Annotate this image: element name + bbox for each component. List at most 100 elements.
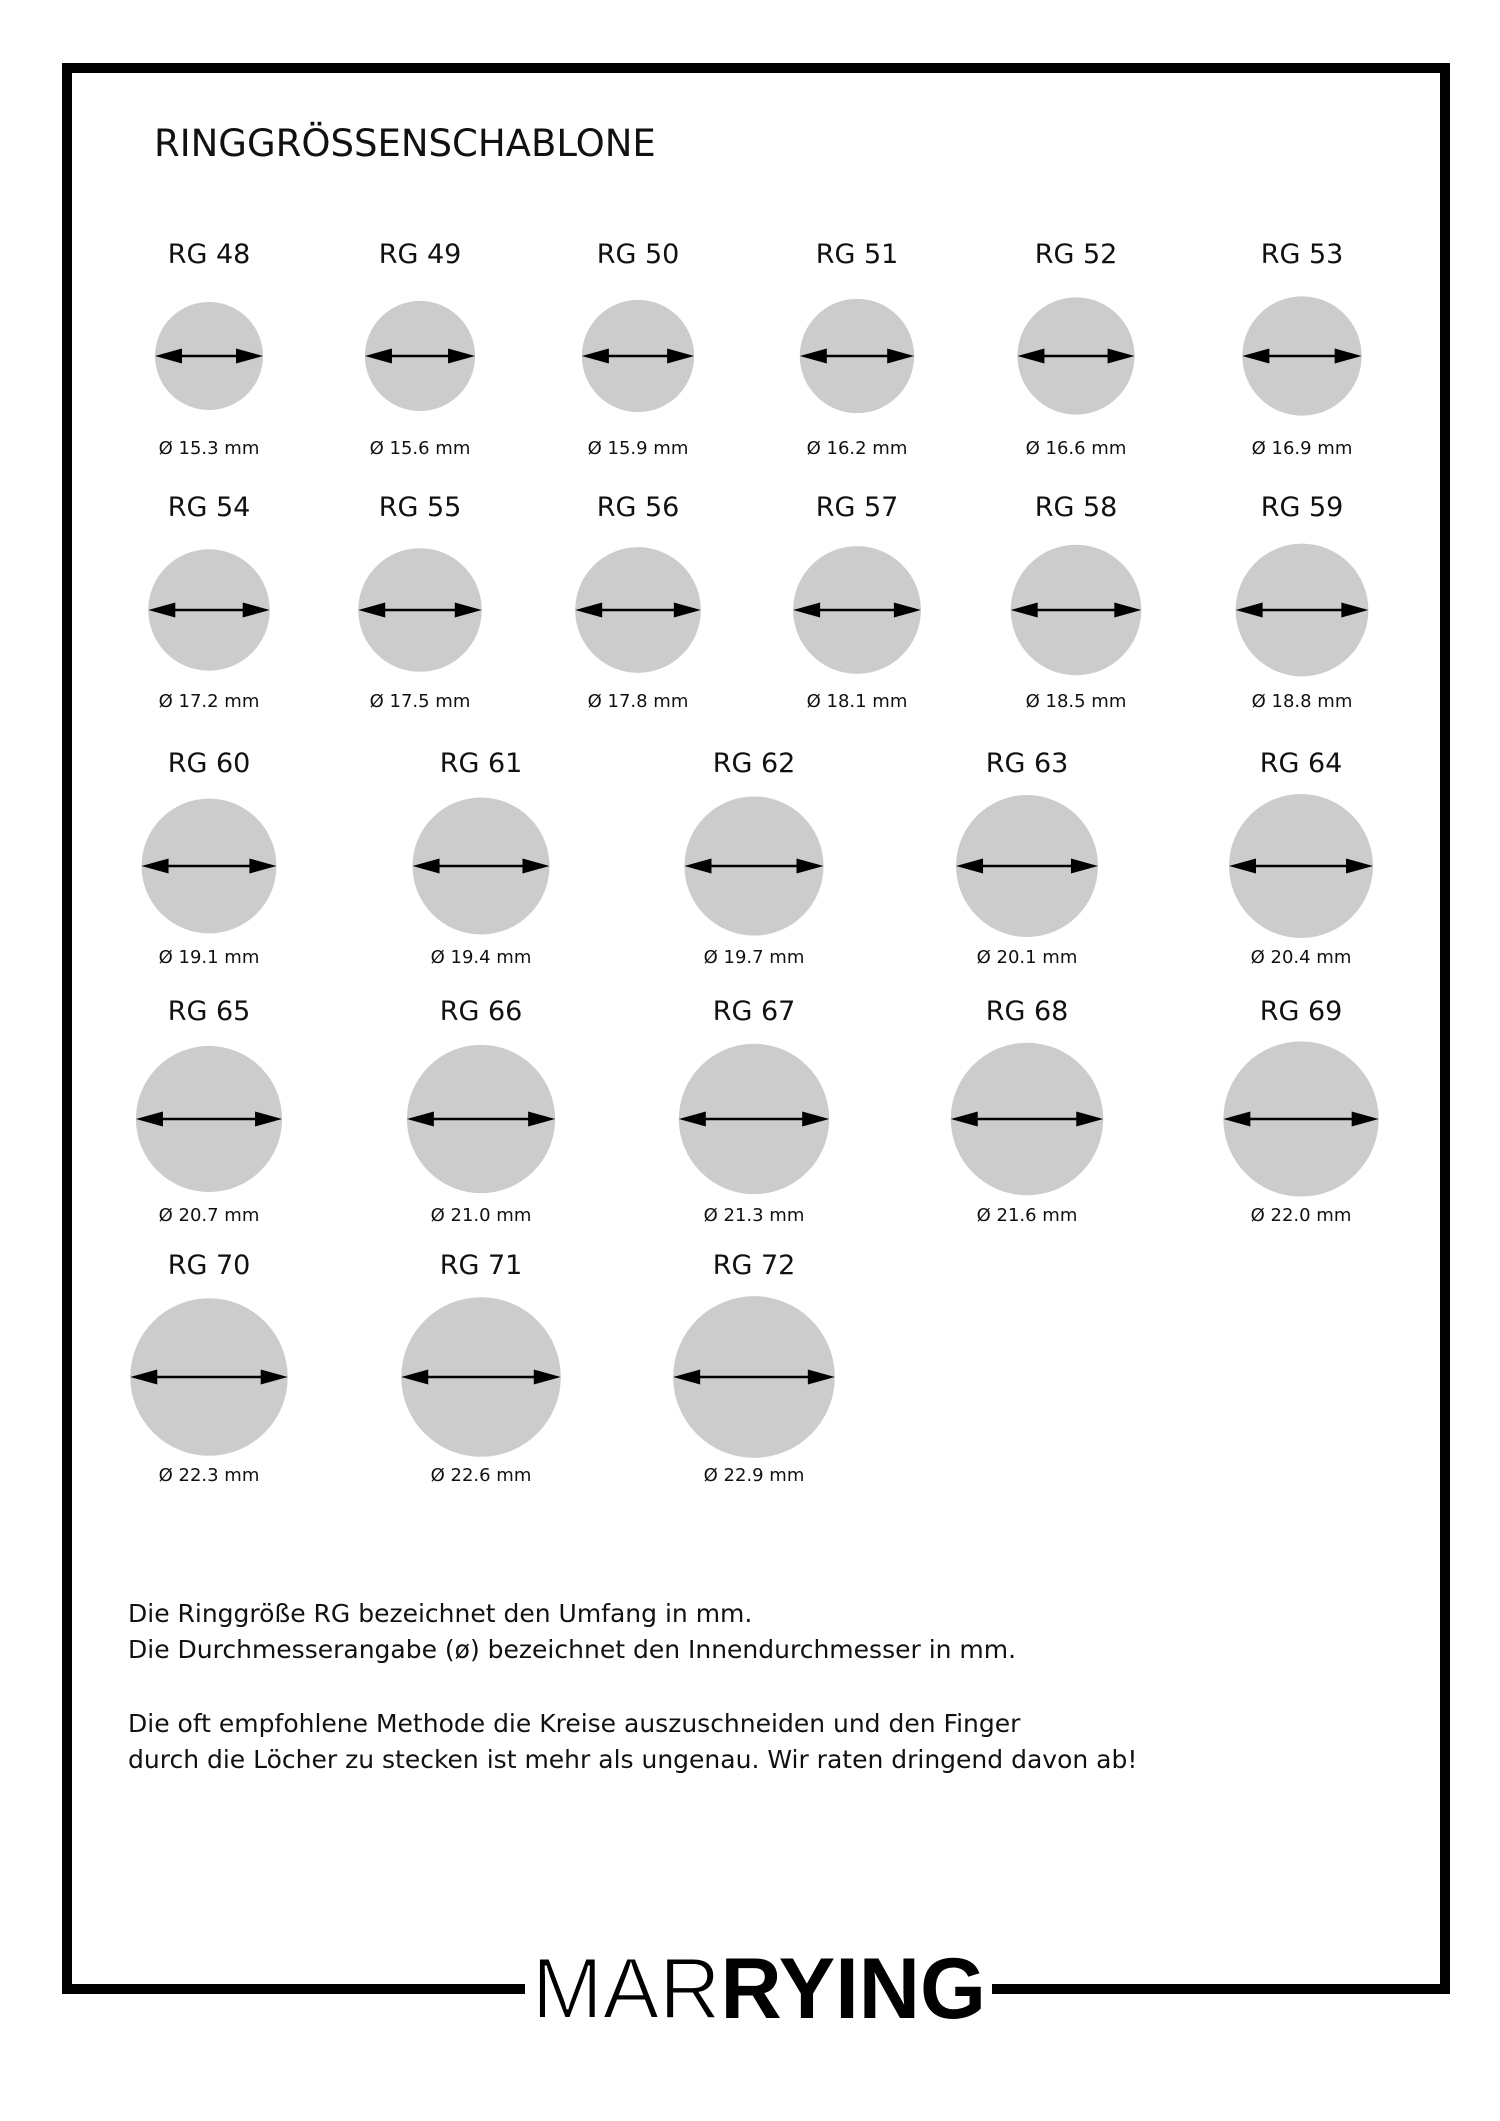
ring-item: RG 56 Ø 17.8 mm [575, 492, 701, 712]
arrowhead-right-icon [1346, 858, 1374, 874]
ring-item: RG 51 Ø 16.2 mm [799, 239, 915, 459]
ring-size-label: RG 51 [816, 239, 899, 270]
arrowhead-left-icon [950, 1111, 978, 1127]
arrowhead-right-icon [1334, 348, 1362, 364]
arrowhead-left-icon [1235, 602, 1263, 618]
arrowhead-left-icon [673, 1369, 701, 1385]
marrying-logo: MARRYING [531, 1940, 986, 2038]
arrowhead-right-icon [249, 858, 277, 874]
arrowhead-left-icon [364, 348, 392, 364]
ring-diameter-label: Ø 20.7 mm [159, 1205, 260, 1226]
note-line: durch die Löcher zu stecken ist mehr als… [128, 1745, 1137, 1774]
page-title: RINGGRÖSSENSCHABLONE [154, 122, 656, 165]
notes: Die Ringgröße RG bezeichnet den Umfang i… [128, 1599, 1137, 1774]
ring-item: RG 62 Ø 19.7 mm [684, 748, 824, 968]
ring-item: RG 59 Ø 18.8 mm [1235, 492, 1369, 712]
ring-size-label: RG 63 [986, 748, 1069, 779]
ring-diameter-label: Ø 20.1 mm [977, 947, 1078, 968]
arrowhead-left-icon [799, 348, 827, 364]
note-line: Die Durchmesserangabe (ø) bezeichnet den… [128, 1635, 1016, 1664]
ring-size-label: RG 48 [168, 239, 251, 270]
ring-size-label: RG 60 [168, 748, 251, 779]
page-border [62, 63, 1450, 1994]
arrowhead-right-icon [1070, 858, 1098, 874]
arrowhead-right-icon [454, 602, 482, 618]
ring-size-label: RG 52 [1035, 239, 1118, 270]
arrowhead-left-icon [130, 1369, 158, 1385]
arrowhead-left-icon [581, 348, 609, 364]
ring-item: RG 64 Ø 20.4 mm [1228, 748, 1374, 968]
ring-item: RG 48 Ø 15.3 mm [154, 239, 264, 459]
arrowhead-left-icon [793, 602, 821, 618]
ring-item: RG 52 Ø 16.6 mm [1017, 239, 1135, 459]
ring-item: RG 55 Ø 17.5 mm [358, 492, 482, 712]
ring-size-label: RG 49 [379, 239, 462, 270]
ring-diameter-label: Ø 22.3 mm [159, 1465, 260, 1486]
ring-size-label: RG 70 [168, 1250, 251, 1281]
arrowhead-left-icon [1017, 348, 1045, 364]
ring-diameter-label: Ø 22.6 mm [431, 1465, 532, 1486]
ring-size-label: RG 68 [986, 996, 1069, 1027]
ring-diameter-label: Ø 18.8 mm [1252, 691, 1353, 712]
ring-size-label: RG 59 [1261, 492, 1344, 523]
arrowhead-right-icon [893, 602, 921, 618]
ring-diameter-label: Ø 15.9 mm [588, 438, 689, 459]
ring-size-label: RG 67 [713, 996, 796, 1027]
arrowhead-right-icon [802, 1111, 830, 1127]
ring-item: RG 72 Ø 22.9 mm [673, 1250, 835, 1486]
arrowhead-right-icon [1351, 1111, 1379, 1127]
ring-size-label: RG 53 [1261, 239, 1344, 270]
ring-size-label: RG 50 [597, 239, 680, 270]
ring-size-label: RG 56 [597, 492, 680, 523]
ring-diameter-label: Ø 18.5 mm [1026, 691, 1127, 712]
arrowhead-right-icon [807, 1369, 835, 1385]
note-line: Die Ringgröße RG bezeichnet den Umfang i… [128, 1599, 752, 1628]
ring-size-label: RG 58 [1035, 492, 1118, 523]
ring-size-label: RG 54 [168, 492, 251, 523]
ring-item: RG 49 Ø 15.6 mm [364, 239, 476, 459]
ring-size-label: RG 62 [713, 748, 796, 779]
arrowhead-left-icon [1010, 602, 1038, 618]
ring-size-label: RG 55 [379, 492, 462, 523]
arrowhead-left-icon [148, 602, 176, 618]
ring-diameter-label: Ø 15.3 mm [159, 438, 260, 459]
ring-item: RG 57 Ø 18.1 mm [793, 492, 921, 712]
ring-diameter-label: Ø 17.5 mm [370, 691, 471, 712]
ring-size-label: RG 64 [1260, 748, 1343, 779]
arrowhead-right-icon [533, 1369, 561, 1385]
ring-item: RG 67 Ø 21.3 mm [678, 996, 830, 1226]
arrowhead-right-icon [673, 602, 701, 618]
arrowhead-right-icon [796, 858, 824, 874]
ring-diameter-label: Ø 19.4 mm [431, 947, 532, 968]
arrowhead-left-icon [678, 1111, 706, 1127]
ring-size-label: RG 69 [1260, 996, 1343, 1027]
ring-item: RG 66 Ø 21.0 mm [406, 996, 556, 1226]
arrowhead-left-icon [575, 602, 603, 618]
ring-size-label: RG 61 [440, 748, 523, 779]
arrowhead-right-icon [236, 348, 264, 364]
ring-diameter-label: Ø 19.7 mm [704, 947, 805, 968]
ring-diameter-label: Ø 16.9 mm [1252, 438, 1353, 459]
arrowhead-right-icon [255, 1111, 283, 1127]
arrowhead-right-icon [1107, 348, 1135, 364]
ring-item: RG 71 Ø 22.6 mm [401, 1250, 561, 1486]
ring-item: RG 61 Ø 19.4 mm [412, 748, 550, 968]
ring-item: RG 54 Ø 17.2 mm [148, 492, 270, 712]
arrowhead-left-icon [1242, 348, 1270, 364]
ring-diameter-label: Ø 18.1 mm [807, 691, 908, 712]
arrowhead-right-icon [522, 858, 550, 874]
logo-light: MAR [532, 1941, 721, 2037]
arrowhead-right-icon [667, 348, 695, 364]
ring-diameter-label: Ø 17.2 mm [159, 691, 260, 712]
ring-diameter-label: Ø 21.3 mm [704, 1205, 805, 1226]
arrowhead-left-icon [956, 858, 984, 874]
arrowhead-right-icon [1341, 602, 1369, 618]
ring-item: RG 70 Ø 22.3 mm [130, 1250, 288, 1486]
ring-item: RG 68 Ø 21.6 mm [950, 996, 1104, 1226]
logo-bold: RYING [721, 1941, 986, 2037]
arrowhead-left-icon [406, 1111, 434, 1127]
ring-diameter-label: Ø 15.6 mm [370, 438, 471, 459]
ring-item: RG 65 Ø 20.7 mm [135, 996, 283, 1226]
ring-item: RG 53 Ø 16.9 mm [1242, 239, 1362, 459]
arrowhead-left-icon [412, 858, 440, 874]
